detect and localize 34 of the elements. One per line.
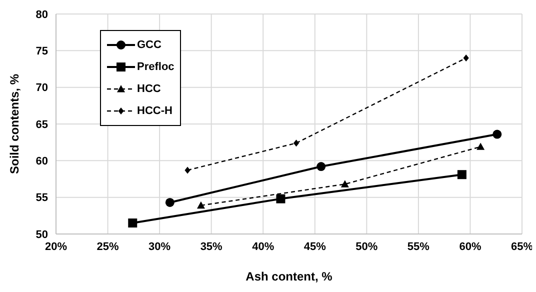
point: [276, 194, 286, 204]
point: [457, 170, 466, 180]
y-tick-label: 75: [36, 46, 48, 58]
x-tick-label: 20%: [44, 240, 68, 253]
legend-label: Prefloc: [137, 61, 174, 73]
point: [165, 198, 174, 207]
y-tick-label: 55: [36, 192, 48, 204]
point: [128, 218, 138, 228]
y-tick-label: 70: [36, 82, 48, 94]
point: [316, 162, 326, 172]
y-axis-title: Soild contents, %: [7, 74, 22, 174]
x-tick-label: 45%: [304, 240, 326, 253]
x-tick-label: 60%: [459, 240, 482, 253]
x-tick-label: 55%: [407, 240, 430, 253]
point: [184, 166, 190, 174]
point: [476, 142, 485, 150]
x-tick-label: 40%: [252, 240, 274, 253]
y-tick-label: 50: [36, 228, 48, 241]
x-tick-label: 35%: [200, 240, 223, 253]
point: [463, 54, 469, 62]
y-tick-label: 60: [36, 156, 48, 168]
x-axis-title: Ash content, %: [246, 270, 333, 284]
point: [196, 201, 205, 209]
y-tick-label: 65: [36, 118, 48, 131]
point: [293, 140, 300, 147]
legend-label: HCC-H: [137, 105, 172, 117]
point: [492, 130, 502, 139]
x-tick-label: 30%: [148, 240, 171, 253]
y-tick-label: 80: [36, 8, 48, 21]
legend-label: GCC: [137, 39, 162, 51]
x-tick-label: 50%: [356, 240, 378, 253]
x-tick-label: 25%: [96, 240, 119, 253]
legend-label: HCC: [137, 83, 161, 95]
point: [340, 180, 349, 188]
